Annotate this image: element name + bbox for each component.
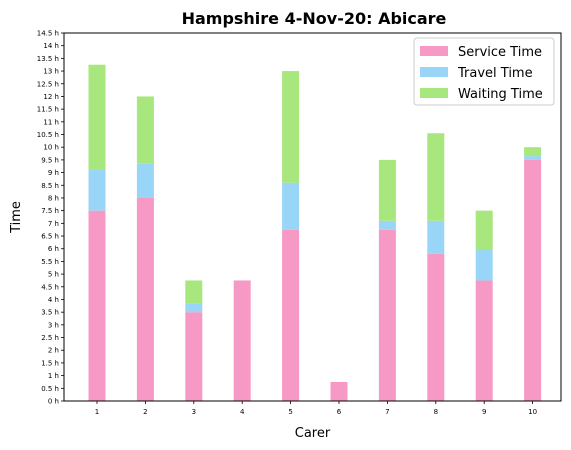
bar-carer-5-series-0 [282,229,300,401]
legend-box [413,37,555,106]
y-tick-label: 13 h [43,68,59,76]
y-tick-label: 9 h [48,169,59,177]
bar-carer-6-series-0 [330,381,348,401]
x-tick-label: 6 [337,408,342,416]
bar-carer-7-series-1 [378,220,396,230]
y-tick-label: 2.5 h [41,334,59,342]
y-tick-label: 5 h [48,271,59,279]
bar-carer-7-series-0 [378,229,396,401]
bar-carer-8-series-0 [427,253,445,401]
bar-carer-5-series-1 [282,182,300,230]
chart-title: Hampshire 4-Nov-20: Abicare [182,9,447,28]
y-tick-label: 7.5 h [41,207,59,215]
y-tick-label: 10 h [43,144,59,152]
bar-carer-2-series-2 [136,96,154,164]
y-tick-label: 3 h [48,321,59,329]
bar-carer-8-series-2 [427,133,445,221]
bar-carer-1-series-1 [88,170,106,211]
legend-swatch [420,46,448,56]
x-tick-label: 9 [482,408,486,416]
y-tick-label: 14 h [43,42,59,50]
y-tick-label: 3.5 h [41,309,59,317]
y-tick-label: 0.5 h [41,385,59,393]
bar-carer-10-series-1 [524,156,542,160]
x-tick-label: 10 [528,408,537,416]
y-tick-label: 14.5 h [37,30,59,38]
x-tick-label: 7 [385,408,389,416]
y-tick-label: 5.5 h [41,258,59,266]
legend-swatch [420,88,448,98]
y-tick-label: 12 h [43,93,59,101]
bar-carer-1-series-0 [88,210,106,401]
legend-label: Waiting Time [458,87,543,102]
y-tick-label: 11.5 h [37,106,59,114]
x-tick-label: 4 [240,408,245,416]
bar-carer-3-series-0 [185,312,203,401]
y-axis: 0 h 0.5 h 1 h 1.5 h 2 h 2.5 h 3 h 3.5 h 4 h 4.5 h… [37,30,64,406]
x-tick-label: 2 [143,408,147,416]
bar-carer-7-series-2 [378,159,396,221]
y-tick-label: 4.5 h [41,283,59,291]
bar-carer-2-series-0 [136,197,154,401]
y-tick-label: 2 h [48,347,59,355]
y-tick-label: 6 h [48,245,59,253]
x-tick-label: 5 [288,408,292,416]
y-tick-label: 10.5 h [37,131,59,139]
y-tick-label: 4 h [48,296,59,304]
bar-carer-4-series-0 [233,280,251,401]
bars-layer [88,64,542,401]
y-tick-label: 8.5 h [41,182,59,190]
y-tick-label: 9.5 h [41,156,59,164]
y-tick-label: 7 h [48,220,59,228]
legend: Service Time Travel Time Waiting Time [413,37,555,106]
legend-label: Travel Time [457,66,533,81]
bar-carer-9-series-1 [475,249,493,281]
y-tick-label: 1.5 h [41,359,59,367]
x-tick-label: 3 [192,408,196,416]
bar-carer-10-series-2 [524,147,542,157]
bar-carer-3-series-2 [185,280,203,304]
legend-swatch [420,67,448,77]
legend-label: Service Time [458,45,542,60]
bar-carer-9-series-2 [475,210,493,250]
y-tick-label: 0 h [48,398,59,406]
x-axis-title: Carer [295,426,331,441]
y-tick-label: 11 h [43,118,59,126]
y-tick-label: 6.5 h [41,233,59,241]
y-tick-label: 13.5 h [37,55,59,63]
bar-carer-1-series-2 [88,64,106,171]
y-axis-title: Time [9,201,24,234]
bar-carer-9-series-0 [475,280,493,401]
x-tick-label: 8 [434,408,438,416]
bar-carer-8-series-1 [427,220,445,254]
bar-carer-3-series-1 [185,303,203,313]
bar-carer-10-series-0 [524,159,542,401]
y-tick-label: 12.5 h [37,80,59,88]
y-tick-label: 1 h [48,372,59,380]
y-tick-label: 8 h [48,194,59,202]
x-axis: 1 2 3 4 5 6 7 8 9 10 [95,401,537,416]
bar-carer-5-series-2 [282,71,300,183]
bar-carer-2-series-1 [136,163,154,198]
x-tick-label: 1 [95,408,99,416]
plot-frame [63,32,562,402]
